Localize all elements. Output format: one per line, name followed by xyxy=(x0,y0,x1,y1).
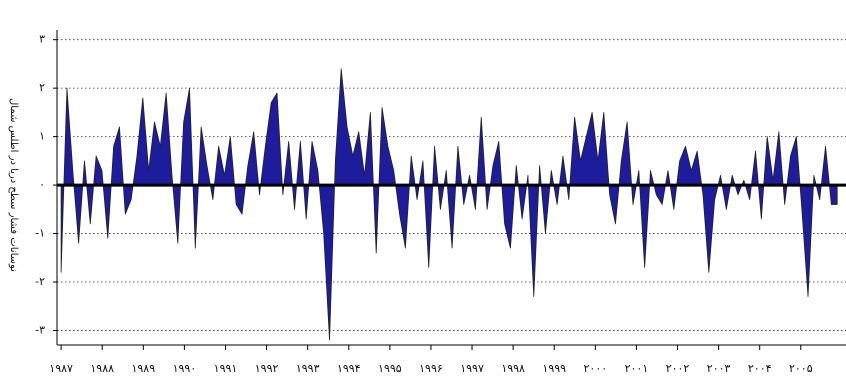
x-tick-label: ۱۹۸۹ xyxy=(131,362,155,375)
x-tick-label: ۱۹۹۶ xyxy=(419,362,443,375)
y-tick-label: ۳ xyxy=(39,33,45,46)
x-tick-label: ۲۰۰۴ xyxy=(748,362,772,375)
x-tick-label: ۲۰۰۳ xyxy=(707,362,731,375)
y-tick-label: ۱ xyxy=(39,130,45,143)
x-tick-label: ۲۰۰۲ xyxy=(666,362,690,375)
x-tick-label: ۱۹۹۵ xyxy=(378,362,402,375)
x-tick-label: ۲۰۰۵ xyxy=(789,362,813,375)
x-tick-label: ۱۹۹۹ xyxy=(542,362,566,375)
x-tick-label: ۱۹۹۰ xyxy=(173,362,197,375)
y-tick-label: -۳ xyxy=(35,323,45,336)
x-tick-label: ۱۹۹۱ xyxy=(214,362,238,375)
y-tick-label: ۰ xyxy=(39,178,45,191)
x-tick-label: ۱۹۹۲ xyxy=(255,362,279,375)
x-tick-label: ۱۹۹۳ xyxy=(296,362,320,375)
x-tick-label: ۱۹۸۸ xyxy=(90,362,114,375)
area xyxy=(60,68,838,341)
x-tick-label: ۱۹۸۷ xyxy=(49,362,73,375)
x-tick-label: ۱۹۹۷ xyxy=(460,362,484,375)
x-tick-label: ۱۹۹۸ xyxy=(501,362,525,375)
y-axis-title: نوسانات فشار سطح دریا در اطلس شمال xyxy=(8,98,19,272)
y-tick-label: -۲ xyxy=(35,275,45,288)
x-tick-label: ۱۹۹۴ xyxy=(337,362,361,375)
x-tick-label: ۲۰۰۱ xyxy=(625,362,649,375)
y-tick-label: -۱ xyxy=(35,227,45,240)
x-tick-label: ۲۰۰۰ xyxy=(584,362,608,375)
y-tick-label: ۲ xyxy=(39,81,45,94)
